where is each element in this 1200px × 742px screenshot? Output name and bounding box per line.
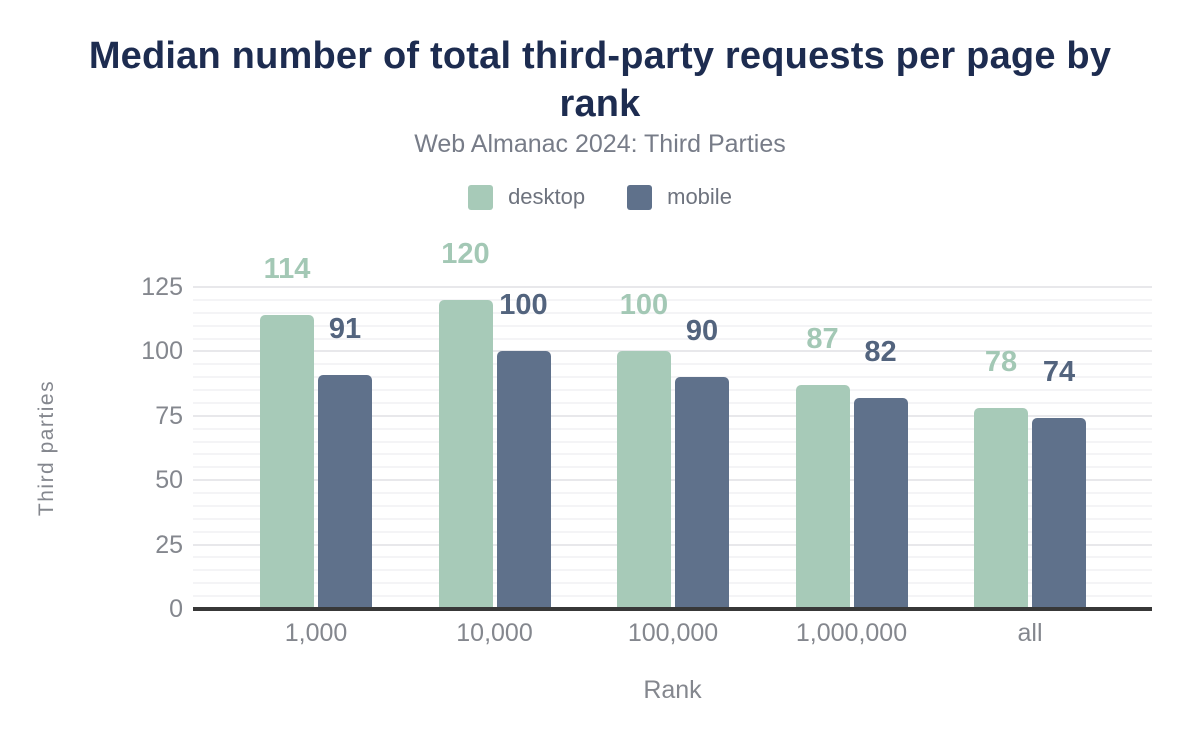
bar-mobile	[853, 397, 908, 609]
chart-subtitle: Web Almanac 2024: Third Parties	[414, 130, 786, 158]
bar-desktop	[617, 351, 671, 609]
bar-value-label: 90	[685, 315, 719, 348]
gridline	[193, 504, 1152, 507]
bar-value-label: 78	[984, 346, 1018, 379]
gridline	[193, 543, 1152, 546]
chart-title: Median number of total third-party reque…	[88, 35, 1112, 125]
chart-legend: desktop mobile	[0, 183, 1200, 211]
bar-value-label: 74	[1042, 356, 1076, 389]
gridline	[193, 350, 1152, 353]
x-tick-label: all	[1017, 619, 1043, 647]
gridline	[193, 530, 1152, 533]
bar-value-label: 100	[619, 289, 669, 322]
y-axis-title: Third parties	[35, 379, 58, 517]
gridline	[193, 389, 1152, 392]
legend-swatch-desktop	[468, 184, 494, 210]
gridline	[193, 376, 1152, 379]
gridline	[193, 324, 1152, 327]
bar-value-label: 82	[864, 335, 897, 368]
x-tick-label: 100,000	[627, 619, 719, 647]
gridline	[193, 517, 1152, 520]
x-axis-title: Rank	[643, 676, 702, 704]
bar-desktop	[974, 408, 1028, 609]
bar-value-label: 91	[328, 312, 362, 345]
bar-mobile	[1032, 418, 1086, 609]
legend-swatch-mobile	[627, 184, 653, 210]
gridline	[193, 427, 1152, 430]
bar-desktop	[438, 299, 493, 609]
gridline	[193, 492, 1152, 495]
y-tick-label: 125	[141, 273, 183, 301]
bar-value-label: 114	[263, 253, 311, 286]
gridline	[193, 569, 1152, 572]
bar-value-label: 87	[806, 322, 839, 355]
gridline	[193, 466, 1152, 469]
bar-desktop	[795, 384, 850, 609]
gridline	[193, 337, 1152, 340]
bar-value-label: 100	[499, 289, 548, 322]
x-axis-line	[193, 607, 1152, 611]
y-tick-label: 75	[155, 401, 183, 430]
gridline	[193, 414, 1152, 417]
gridline	[193, 556, 1152, 559]
x-tick-label: 1,000,000	[795, 619, 908, 647]
bar-desktop	[260, 315, 314, 609]
gridline	[193, 479, 1152, 482]
x-tick-label: 10,000	[456, 619, 533, 647]
plot-area: 114 120 100 87 78 91 100 90 82 74	[193, 238, 1152, 609]
gridline	[193, 311, 1152, 314]
bar-mobile	[496, 351, 551, 609]
gridline	[193, 595, 1152, 598]
legend-item-mobile: mobile	[627, 184, 732, 210]
gridline	[193, 286, 1152, 288]
gridline	[193, 298, 1152, 301]
gridline	[193, 440, 1152, 443]
bar-value-label: 120	[441, 237, 490, 270]
y-tick-label: 0	[169, 595, 183, 623]
legend-label-mobile: mobile	[667, 184, 732, 209]
x-tick-label: 1,000	[284, 619, 348, 647]
bar-mobile	[675, 377, 729, 609]
gridline	[193, 582, 1152, 585]
gridline	[193, 453, 1152, 456]
legend-item-desktop: desktop	[468, 184, 585, 210]
gridline	[193, 401, 1152, 404]
y-tick-label: 50	[155, 466, 183, 495]
bar-mobile	[318, 374, 372, 609]
legend-label-desktop: desktop	[508, 184, 586, 209]
y-tick-label: 100	[141, 337, 183, 366]
gridline	[193, 363, 1152, 366]
y-tick-label: 25	[155, 530, 183, 559]
